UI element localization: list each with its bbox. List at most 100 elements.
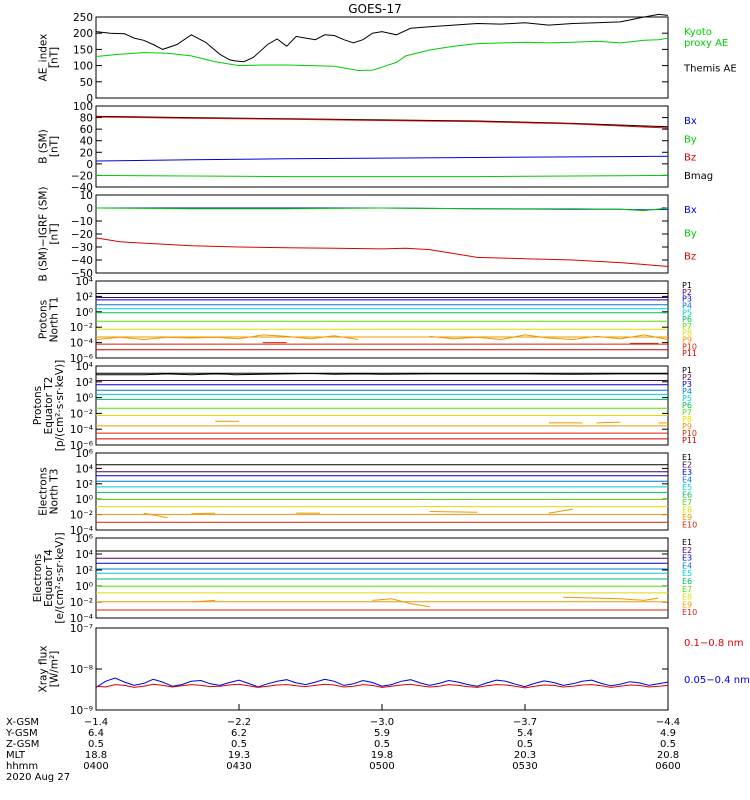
y-tick-label: 10⁰ (75, 393, 93, 405)
y-axis-label: Xray flux (38, 646, 50, 693)
legend-label: E5 (682, 483, 692, 492)
legend-label: P7 (682, 408, 692, 417)
x-tick-label: 6.4 (88, 728, 104, 739)
series-line (95, 174, 669, 178)
panel-frame (95, 452, 669, 531)
y-tick-label: 10⁻² (70, 597, 93, 609)
legend-label: E5 (682, 569, 692, 578)
y-tick-label: 10⁻⁸ (70, 664, 93, 676)
y-axis-label: Electrons (38, 467, 50, 516)
x-tick-label: 19.3 (228, 750, 250, 761)
x-tick-label: 5.9 (374, 728, 390, 739)
legend-label: E2 (682, 546, 692, 555)
y-tick-label: 10⁰ (75, 307, 93, 319)
y-axis-label: [e/(cm²·s·sr·keV)] (54, 532, 66, 623)
x-tick-label: 0530 (512, 761, 537, 772)
x-tick-label: 0.5 (660, 739, 676, 750)
x-axis-row-label: hhmm (6, 761, 38, 772)
y-tick-label: 80 (80, 113, 93, 125)
y-tick-label: −30 (71, 242, 93, 254)
legend-label: Kyoto (684, 27, 712, 38)
x-tick-label: −4.4 (656, 717, 680, 728)
y-tick-label: 10⁻⁷ (70, 623, 93, 635)
panel-frame (95, 365, 669, 446)
series-line (95, 677, 669, 688)
series-line (95, 237, 669, 267)
y-axis-label: B (SM) (38, 129, 50, 163)
legend-label: P4 (682, 301, 692, 310)
y-tick-label: 10⁶ (75, 533, 93, 545)
series-line (95, 683, 669, 689)
channel-fragment (95, 334, 359, 341)
y-tick-label: 10⁴ (75, 361, 93, 373)
x-axis-row-label: Y-GSM (5, 728, 38, 739)
series-line (95, 155, 669, 162)
legend-label: E9 (682, 600, 692, 609)
channel-fragment (563, 596, 659, 601)
y-tick-label: 60 (80, 124, 93, 136)
channel-fragment (548, 508, 573, 514)
y-axis-label: Protons (38, 300, 50, 339)
y-axis-label: [nT] (49, 223, 61, 244)
y-tick-label: 100 (73, 61, 93, 73)
legend-label: P8 (682, 415, 692, 424)
legend-label: P4 (682, 387, 692, 396)
x-tick-label: 0.5 (88, 739, 104, 750)
y-tick-label: 10² (75, 479, 93, 491)
x-tick-label: 20.3 (514, 750, 536, 761)
legend-label: E1 (682, 453, 692, 462)
panel-frame (95, 537, 669, 619)
legend-label: E9 (682, 513, 692, 522)
x-tick-label: 0.5 (517, 739, 533, 750)
x-tick-label: 5.4 (517, 728, 533, 739)
legend-label: E6 (682, 577, 692, 586)
series-line (95, 116, 669, 129)
channel-fragment (191, 512, 216, 515)
series-line (95, 13, 669, 63)
legend-label: E8 (682, 593, 692, 602)
legend-label: P7 (682, 322, 692, 331)
channel-fragment (372, 598, 430, 608)
x-tick-label: 0430 (226, 761, 251, 772)
y-tick-label: 50 (80, 77, 93, 89)
legend-label: P2 (682, 373, 692, 382)
y-axis-label: [nT] (49, 47, 61, 68)
y-tick-label: 10⁻² (70, 408, 93, 420)
y-tick-label: 100 (73, 101, 93, 113)
channel-fragment (429, 334, 669, 341)
legend-label: P8 (682, 329, 692, 338)
y-tick-label: 0 (86, 203, 93, 215)
y-tick-label: −40 (71, 182, 93, 194)
y-tick-label: 10⁻⁴ (70, 338, 93, 350)
y-tick-label: 10⁻² (70, 510, 93, 522)
legend-label: Bz (684, 252, 696, 263)
panel-5: 10⁻⁶ 10⁻⁴ 10⁻² 10⁰ 10² 10⁴ Protons Equator T2 [p… (32, 360, 697, 452)
y-tick-label: 0 (86, 93, 93, 105)
legend-label: P2 (682, 288, 692, 297)
legend-label: E2 (682, 461, 692, 470)
x-tick-label: −1.4 (84, 717, 108, 728)
y-axis-label: [p/(cm²·s·sr·keV)] (54, 360, 66, 451)
y-axis-label: AE_index (38, 34, 50, 82)
y-tick-label: 10⁻⁴ (70, 613, 93, 625)
legend-label: E7 (682, 585, 692, 594)
legend-label: Bmag (684, 171, 713, 182)
y-axis-label: North T1 (49, 297, 61, 343)
channel-fragment (191, 599, 216, 603)
y-tick-label: 10⁴ (75, 549, 93, 561)
legend-label: P9 (682, 336, 692, 345)
y-axis-label: Equator T4 (43, 549, 55, 607)
legend-label: Bx (684, 116, 697, 127)
y-tick-label: 20 (80, 147, 93, 159)
y-tick-label: 10⁶ (75, 448, 93, 460)
legend-label: By (684, 228, 697, 239)
y-tick-label: 10⁻⁶ (70, 440, 93, 452)
y-tick-label: 200 (73, 28, 93, 40)
legend-label: E3 (682, 554, 692, 563)
legend-label: P1 (682, 366, 692, 375)
x-tick-label: −3.0 (370, 717, 394, 728)
x-tick-label: 0600 (655, 761, 680, 772)
legend-label: E6 (682, 491, 692, 500)
